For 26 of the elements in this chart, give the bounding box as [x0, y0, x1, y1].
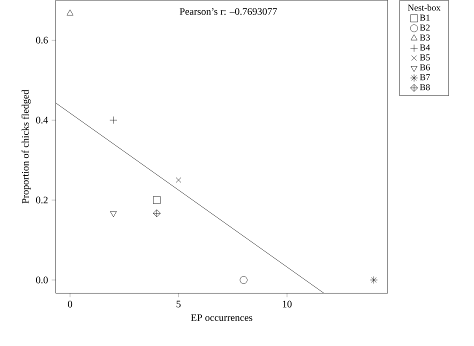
y-tick-label: 0.2: [36, 196, 48, 204]
point: [153, 209, 161, 217]
point: [370, 276, 378, 284]
legend-label: B6: [420, 64, 430, 70]
x-tick-label: 10: [282, 300, 292, 308]
legend-label: B8: [420, 84, 430, 90]
x-axis-title: EP occurrences: [191, 314, 252, 321]
legend-label: B2: [420, 24, 430, 30]
point: [176, 177, 182, 183]
x-tick-label: 5: [176, 300, 181, 308]
y-tick-label: 0.0: [36, 276, 48, 284]
point: [66, 9, 74, 16]
legend-label: B3: [420, 34, 430, 40]
x-tick-label: 0: [68, 300, 72, 308]
legend-label: B1: [420, 14, 430, 21]
y-axis-title: Proportion of chicks fledged: [22, 90, 31, 204]
legend-label: B5: [420, 54, 430, 60]
annotation: Pearson’s r: –0.7693077: [180, 8, 277, 15]
y-tick-label: 0.6: [36, 36, 48, 44]
legend-title: Nest-box: [408, 4, 441, 11]
legend-label: B4: [420, 44, 430, 50]
point: [153, 196, 161, 204]
point: [240, 276, 248, 284]
point: [110, 211, 117, 217]
y-tick-label: 0.4: [36, 116, 48, 124]
legend-label: B7: [420, 74, 430, 80]
